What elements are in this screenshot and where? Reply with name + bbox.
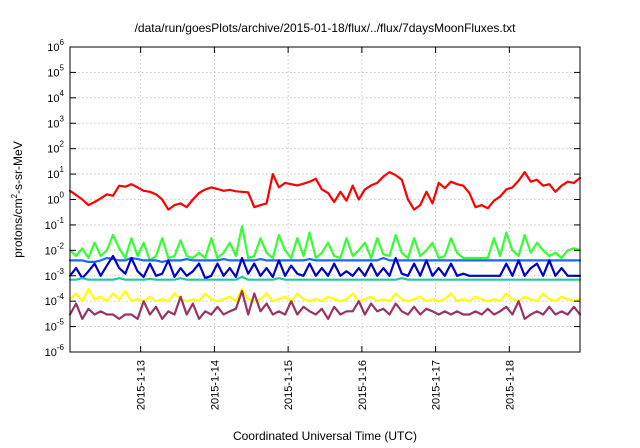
x-tick-label: 2015-1-18 — [504, 360, 516, 410]
y-tick-label: 10-5 — [45, 318, 65, 334]
x-tick-label: 2015-1-13 — [136, 360, 148, 410]
y-tick-label: 10-6 — [45, 343, 65, 359]
y-tick-label-exponent: 5 — [60, 63, 65, 72]
y-tick-label-exponent: 3 — [60, 114, 65, 123]
y-tick-label: 101 — [47, 165, 64, 181]
y-axis-label-rest: -s-sr-MeV — [11, 141, 25, 194]
y-tick-label-base: 10 — [47, 42, 59, 54]
y-tick-label-exponent: 4 — [60, 89, 65, 98]
y-tick-label: 102 — [47, 140, 64, 156]
y-tick-label-base: 10 — [47, 195, 59, 207]
y-tick-label-base: 10 — [45, 271, 57, 283]
series-layer — [68, 171, 582, 320]
grid-layer — [70, 47, 580, 352]
y-tick-label-base: 10 — [45, 296, 57, 308]
y-tick-label-base: 10 — [45, 220, 57, 232]
y-tick-label: 10-4 — [45, 292, 65, 308]
y-tick-label-exponent: -4 — [57, 292, 65, 301]
y-tick-label-base: 10 — [47, 169, 59, 181]
y-tick-label: 10-1 — [45, 216, 65, 232]
x-axis-label: Coordinated Universal Time (UTC) — [233, 429, 417, 443]
series-line-6 — [68, 287, 582, 303]
series-line-7 — [68, 290, 582, 320]
series-line-2 — [68, 225, 582, 262]
y-axis-label-sup: 2 — [10, 193, 19, 198]
y-axis-label: protons/cm2-s-sr-MeV — [10, 141, 25, 257]
x-tick-label: 2015-1-15 — [283, 360, 295, 410]
chart-title: /data/run/goesPlots/archive/2015-01-18/f… — [135, 21, 517, 35]
y-tick-label-exponent: -1 — [57, 216, 65, 225]
y-tick-label-exponent: 1 — [60, 165, 65, 174]
y-tick-label-exponent: -6 — [57, 343, 65, 352]
series-line-3 — [68, 256, 582, 263]
y-tick-label-base: 10 — [45, 322, 57, 334]
y-tick-label-base: 10 — [45, 347, 57, 359]
y-axis-label-base: protons/cm — [11, 198, 25, 257]
y-tick-label-exponent: 2 — [60, 140, 65, 149]
y-tick-label: 105 — [47, 63, 64, 79]
y-tick-label-exponent: -2 — [57, 241, 65, 250]
y-tick-label: 10-3 — [45, 267, 65, 283]
series-line-1 — [68, 171, 582, 211]
y-tick-label-base: 10 — [47, 67, 59, 79]
tick-layer: 10-610-510-410-310-210-11001011021031041… — [45, 38, 580, 410]
y-tick-label: 103 — [47, 114, 64, 130]
series-line-5 — [68, 275, 582, 281]
y-tick-label: 10-2 — [45, 241, 65, 257]
x-tick-label: 2015-1-16 — [357, 360, 369, 410]
x-tick-label: 2015-1-14 — [209, 360, 221, 410]
y-tick-label-base: 10 — [45, 245, 57, 257]
x-tick-label: 2015-1-17 — [431, 360, 443, 410]
y-tick-label: 106 — [47, 38, 64, 54]
y-tick-label-base: 10 — [47, 118, 59, 130]
y-tick-label: 104 — [47, 89, 64, 105]
y-tick-label-exponent: 6 — [60, 38, 65, 47]
series-line-4 — [68, 254, 582, 280]
y-tick-label-base: 10 — [47, 93, 59, 105]
y-tick-label-exponent: -5 — [57, 318, 65, 327]
y-tick-label: 100 — [47, 191, 64, 207]
y-tick-label-base: 10 — [47, 144, 59, 156]
y-tick-label-exponent: 0 — [60, 191, 65, 200]
y-tick-label-exponent: -3 — [57, 267, 65, 276]
